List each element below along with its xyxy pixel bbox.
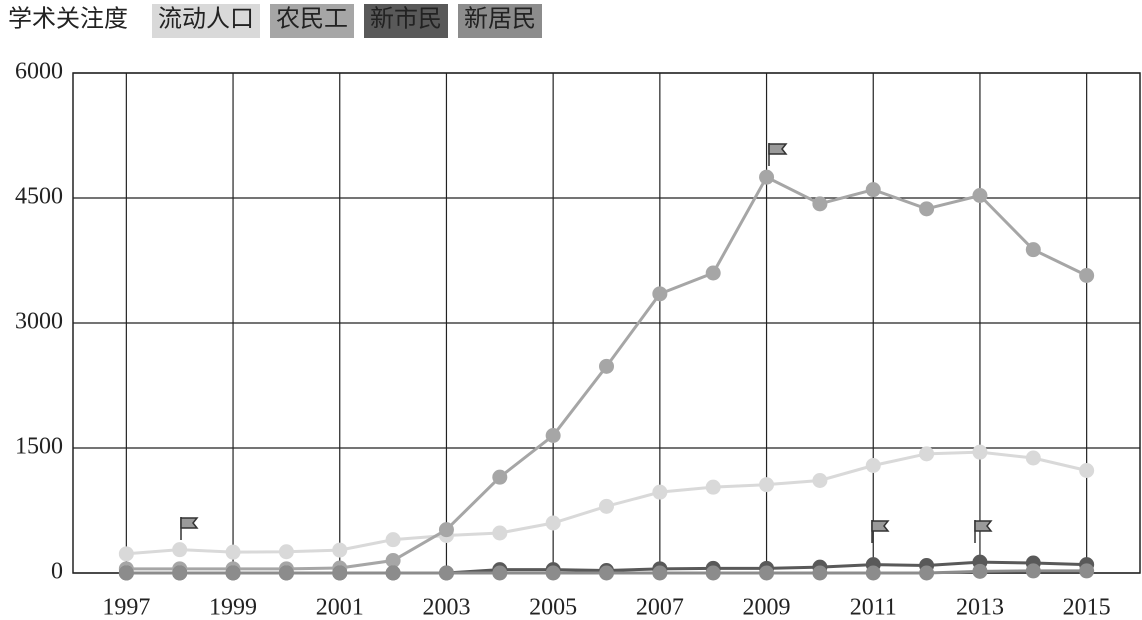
point <box>545 565 561 581</box>
point <box>919 446 935 462</box>
legend-swatch <box>364 4 448 38</box>
point <box>599 358 614 374</box>
y-tick-label: 0 <box>51 559 63 585</box>
x-tick-label: 1999 <box>209 595 257 620</box>
point <box>385 565 401 581</box>
point <box>225 565 241 581</box>
point <box>225 544 241 560</box>
flag <box>974 520 993 543</box>
point <box>972 444 988 460</box>
point <box>759 565 775 581</box>
x-tick-label: 2007 <box>636 595 684 620</box>
point <box>492 565 508 581</box>
point <box>812 565 828 581</box>
point <box>172 542 188 558</box>
legend-item: 新市民 <box>364 4 448 38</box>
point <box>118 565 134 581</box>
y-tick-label: 6000 <box>15 59 63 85</box>
x-tick-label: 2005 <box>529 595 577 620</box>
point <box>599 565 614 581</box>
point <box>812 196 828 212</box>
point <box>705 565 721 581</box>
x-tick-label: 2003 <box>422 595 470 620</box>
point <box>438 565 454 581</box>
x-tick-label: 2011 <box>850 595 897 620</box>
legend-label: 流动人口 <box>158 6 254 33</box>
point <box>652 565 668 581</box>
flag <box>180 517 199 540</box>
point <box>599 498 614 514</box>
chart-title: 学术关注度 <box>8 6 128 33</box>
point <box>332 542 348 558</box>
legend-label: 农民工 <box>276 6 348 33</box>
point <box>759 169 775 185</box>
point <box>812 473 828 488</box>
flag <box>768 143 788 166</box>
point <box>492 469 508 485</box>
legend-item: 新居民 <box>458 4 542 38</box>
legend-swatch <box>458 4 542 38</box>
legend-swatch <box>152 4 260 38</box>
point <box>865 458 881 473</box>
point <box>385 532 401 548</box>
point <box>545 428 561 443</box>
point <box>278 565 294 581</box>
legend-item: 农民工 <box>270 4 354 38</box>
point <box>1025 242 1041 258</box>
x-tick-label: 1997 <box>102 595 150 620</box>
point <box>705 479 721 495</box>
point <box>652 484 668 500</box>
point <box>919 201 935 217</box>
point <box>1079 463 1095 478</box>
legend-item: 流动人口 <box>152 4 260 38</box>
flag-markers <box>180 143 993 543</box>
point <box>865 182 881 198</box>
point <box>1079 268 1095 283</box>
y-tick-label: 4500 <box>15 184 63 210</box>
point <box>438 522 454 538</box>
point <box>865 565 881 581</box>
point <box>172 565 188 581</box>
point <box>118 546 134 562</box>
legend-label: 新居民 <box>464 6 536 33</box>
y-tick-label: 1500 <box>15 434 63 460</box>
point <box>759 477 775 493</box>
point <box>492 525 508 541</box>
x-tick-label: 2001 <box>316 595 364 620</box>
point <box>705 265 721 281</box>
x-tick-label: 2015 <box>1063 595 1111 620</box>
point <box>1079 563 1095 579</box>
point <box>972 563 988 579</box>
x-tick-label: 2009 <box>743 595 791 620</box>
point <box>278 544 294 560</box>
flag <box>871 520 890 543</box>
point <box>1025 450 1041 466</box>
point <box>652 286 668 302</box>
point <box>972 188 988 203</box>
plot: 0 1500 3000 4500 6000 1997 1999 2001 2003 2005 200… <box>15 59 1141 620</box>
point <box>919 565 935 581</box>
point <box>1025 563 1041 579</box>
legend-label: 新市民 <box>370 6 442 33</box>
point <box>332 565 348 581</box>
y-tick-label: 3000 <box>15 309 63 335</box>
legend-swatch <box>270 4 354 38</box>
x-tick-label: 2013 <box>956 595 1004 620</box>
point <box>545 515 561 531</box>
point <box>385 553 401 568</box>
